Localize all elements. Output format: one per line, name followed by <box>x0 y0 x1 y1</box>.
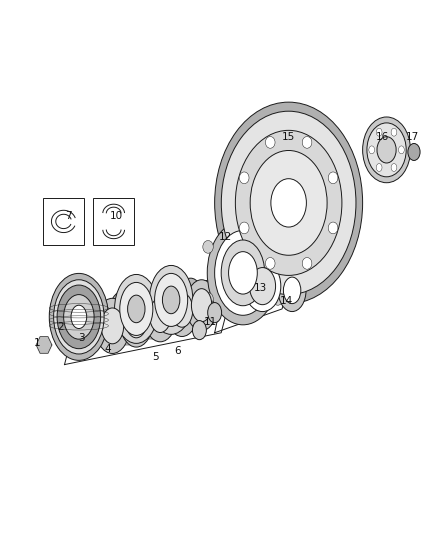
Text: 7: 7 <box>66 211 72 221</box>
Ellipse shape <box>133 287 159 329</box>
Ellipse shape <box>149 298 171 333</box>
Text: 15: 15 <box>282 132 295 142</box>
Ellipse shape <box>271 179 307 227</box>
FancyBboxPatch shape <box>93 198 134 245</box>
Ellipse shape <box>207 221 279 325</box>
Ellipse shape <box>265 257 275 269</box>
Polygon shape <box>113 338 134 345</box>
Ellipse shape <box>272 293 283 305</box>
Ellipse shape <box>53 280 104 354</box>
Ellipse shape <box>155 273 187 326</box>
Ellipse shape <box>302 136 312 148</box>
FancyBboxPatch shape <box>43 198 84 245</box>
Ellipse shape <box>186 280 217 330</box>
Ellipse shape <box>369 146 374 154</box>
Text: 2: 2 <box>57 322 64 333</box>
Ellipse shape <box>250 150 327 255</box>
Ellipse shape <box>376 128 382 136</box>
Ellipse shape <box>110 292 135 334</box>
Ellipse shape <box>49 273 109 360</box>
Ellipse shape <box>71 305 87 328</box>
Ellipse shape <box>215 230 271 316</box>
Ellipse shape <box>166 284 198 336</box>
Ellipse shape <box>363 117 410 183</box>
Ellipse shape <box>244 261 281 312</box>
Text: 5: 5 <box>152 352 159 361</box>
Ellipse shape <box>191 289 212 322</box>
Ellipse shape <box>283 277 301 304</box>
Text: 17: 17 <box>406 132 419 142</box>
Ellipse shape <box>235 131 342 276</box>
Text: 11: 11 <box>204 317 217 327</box>
Ellipse shape <box>144 289 177 342</box>
Ellipse shape <box>272 240 283 253</box>
Polygon shape <box>215 248 295 333</box>
Ellipse shape <box>250 268 276 305</box>
Polygon shape <box>240 271 286 305</box>
Text: 16: 16 <box>375 132 389 142</box>
Ellipse shape <box>179 278 203 318</box>
Ellipse shape <box>215 102 363 304</box>
Ellipse shape <box>126 303 147 338</box>
Ellipse shape <box>57 285 101 349</box>
Ellipse shape <box>203 240 213 253</box>
Ellipse shape <box>240 222 249 234</box>
Polygon shape <box>136 332 158 338</box>
Ellipse shape <box>265 136 275 148</box>
Ellipse shape <box>408 143 420 160</box>
Polygon shape <box>64 274 237 365</box>
Ellipse shape <box>221 111 356 295</box>
Text: 12: 12 <box>219 232 232 243</box>
Polygon shape <box>36 337 52 353</box>
Ellipse shape <box>221 240 265 306</box>
Ellipse shape <box>328 222 338 234</box>
Text: 6: 6 <box>174 346 181 357</box>
Ellipse shape <box>149 265 193 334</box>
Ellipse shape <box>120 294 153 347</box>
Ellipse shape <box>367 123 406 177</box>
Ellipse shape <box>115 274 158 343</box>
Ellipse shape <box>399 146 404 154</box>
Ellipse shape <box>89 311 103 334</box>
Ellipse shape <box>203 293 213 305</box>
Ellipse shape <box>95 298 130 353</box>
Text: 1: 1 <box>34 338 40 349</box>
Ellipse shape <box>192 320 206 340</box>
Text: 10: 10 <box>110 211 123 221</box>
Ellipse shape <box>208 303 222 322</box>
Ellipse shape <box>162 286 180 314</box>
Ellipse shape <box>64 295 94 339</box>
Ellipse shape <box>171 293 193 327</box>
Text: 14: 14 <box>280 296 293 306</box>
Ellipse shape <box>101 308 124 344</box>
Ellipse shape <box>278 269 306 312</box>
Ellipse shape <box>328 172 338 184</box>
Ellipse shape <box>377 136 396 163</box>
Ellipse shape <box>229 252 257 294</box>
Ellipse shape <box>240 172 249 184</box>
Ellipse shape <box>391 128 397 136</box>
Text: 13: 13 <box>254 282 267 293</box>
Ellipse shape <box>391 164 397 172</box>
Ellipse shape <box>120 282 153 335</box>
Ellipse shape <box>376 164 382 172</box>
Ellipse shape <box>127 295 145 322</box>
Text: 4: 4 <box>105 344 111 354</box>
Ellipse shape <box>302 257 312 269</box>
Text: 3: 3 <box>78 333 85 343</box>
Ellipse shape <box>156 281 182 324</box>
